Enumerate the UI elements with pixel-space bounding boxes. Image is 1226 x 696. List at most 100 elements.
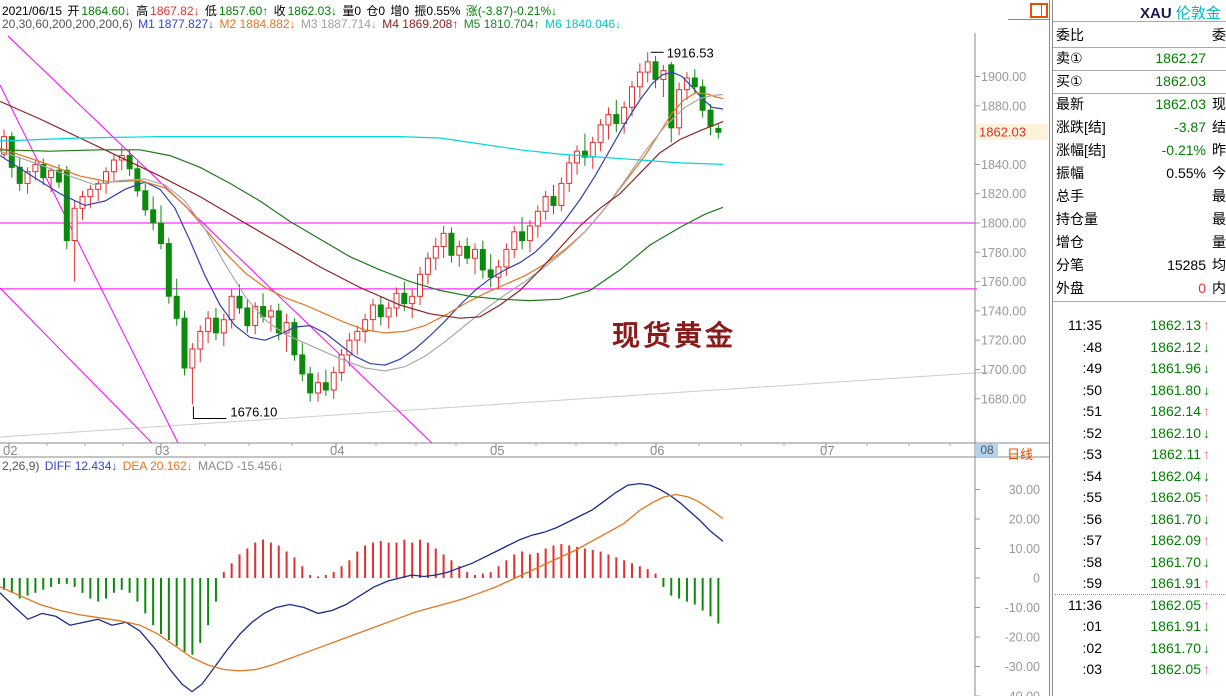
quote-extra-label: 最	[1212, 211, 1226, 227]
tick-row: :49 1861.96 ↓	[1053, 358, 1226, 379]
ma-line-M3	[0, 93, 724, 372]
quote-row-10: 分笔 15285 均	[1053, 254, 1226, 277]
macd-tick: -20.00	[1005, 631, 1040, 645]
quote-value: -3.87	[1174, 119, 1206, 135]
trend-line	[7, 35, 433, 444]
quote-row-4: 涨跌[结] -3.87 结	[1053, 116, 1226, 139]
ma-seg: M6 1840.046↓	[545, 17, 622, 31]
quote-row-7: 总手 最	[1053, 185, 1226, 208]
price-tick: 1780.00	[981, 246, 1026, 260]
watermark: 现货黄金	[612, 319, 736, 351]
quote-row-5: 涨幅[结] -0.21% 昨	[1053, 139, 1226, 162]
candlestick	[464, 245, 471, 259]
tick-row: :48 1862.12 ↓	[1053, 337, 1226, 358]
quote-extra-label: 均	[1212, 257, 1226, 273]
tick-time: 11:35	[1068, 317, 1102, 333]
tick-price: 1862.09	[1150, 532, 1201, 548]
tick-time: :58	[1082, 553, 1102, 570]
quote-label: 持仓量	[1056, 211, 1098, 227]
candlestick	[715, 127, 722, 133]
tick-row: :52 1862.10 ↓	[1053, 423, 1226, 444]
ma-line-M4	[0, 100, 724, 319]
ma-line-M2	[0, 91, 724, 334]
main-chart-svg[interactable]: 现货黄金 1916.53 1676.10 1900.00 1880.00 1840.00 1…	[0, 0, 1052, 696]
price-tick: 1700.00	[981, 363, 1026, 377]
tick-price: 1862.11	[1151, 446, 1201, 462]
tick-time: :52	[1082, 424, 1102, 441]
ma-seg: 20,30,60,200,200,200,6)	[2, 17, 137, 31]
candlestick	[644, 61, 651, 73]
ohlc-seg: 涨(-3.87)-0.21%↓	[465, 4, 558, 18]
tick-price: 1861.91	[1150, 575, 1201, 591]
quote-extra-label: 最	[1212, 188, 1226, 204]
ma-seg: M4 1869.208↑	[382, 17, 462, 31]
candlestick	[589, 141, 596, 158]
ohlc-seg: 1857.60↑	[218, 4, 272, 18]
window-split-icon[interactable]	[1030, 3, 1049, 18]
arrow-down-icon: ↓	[1203, 467, 1210, 484]
quote-label: 买①	[1056, 73, 1083, 89]
tick-price: 1862.10	[1150, 424, 1201, 441]
tick-price: 1862.05	[1150, 661, 1201, 677]
tick-price: 1861.96	[1150, 360, 1201, 376]
ma-line-M6	[0, 136, 724, 165]
ma-line-M5	[0, 149, 724, 302]
tick-price: 1862.04	[1150, 467, 1201, 484]
candlestick	[267, 310, 274, 318]
ma-seg: M1 1877.827↓	[138, 17, 218, 31]
symbol-market: 伦敦金	[1175, 5, 1221, 20]
tick-price: 1861.70	[1150, 553, 1201, 570]
price-tick: 1800.00	[981, 217, 1026, 231]
quote-value: -0.21%	[1161, 142, 1206, 158]
quote-value[interactable]: 1862.27	[1155, 50, 1206, 66]
tick-row: :57 1862.09 ↑	[1053, 530, 1226, 551]
quote-label: 委比	[1056, 27, 1084, 43]
candlestick	[636, 71, 643, 88]
ma-line-M1	[0, 71, 724, 366]
quote-extra-label: 委	[1212, 27, 1226, 43]
candlestick	[63, 169, 70, 242]
quote-value[interactable]: 1862.03	[1155, 73, 1206, 89]
tick-price: 1861.70	[1150, 639, 1201, 656]
price-tick: 1840.00	[981, 158, 1026, 172]
macd-tick: 30.00	[1009, 483, 1040, 497]
quote-label: 涨跌[结]	[1056, 119, 1106, 135]
ohlc-seg: 收	[273, 4, 286, 18]
candlestick	[142, 190, 149, 211]
macd-tick: -10.00	[1005, 601, 1040, 615]
arrow-down-icon: ↓	[1203, 338, 1210, 355]
candlestick	[165, 243, 172, 297]
arrow-up-icon: ↑	[1203, 403, 1210, 419]
tick-time: 11:36	[1068, 596, 1102, 613]
quote-label: 总手	[1056, 188, 1084, 204]
period-selector[interactable]: 日线	[1007, 447, 1034, 462]
macd-header: 2,26,9) DIFF 12.434↓ DEA 20.162↓ MACD -1…	[2, 459, 286, 473]
trend-line	[0, 287, 153, 444]
candlestick	[526, 225, 533, 242]
candlestick	[220, 319, 227, 334]
quote-label: 涨幅[结]	[1056, 142, 1106, 158]
candlestick	[542, 196, 549, 212]
candlestick	[424, 257, 431, 275]
candlestick	[401, 292, 408, 305]
tick-row: :53 1862.11 ↑	[1053, 444, 1226, 465]
candlestick	[487, 269, 494, 278]
tick-time: :53	[1082, 446, 1102, 462]
candlestick	[158, 222, 164, 244]
candlestick	[40, 163, 47, 179]
tick-price: 1862.12	[1150, 338, 1201, 355]
quote-label: 卖①	[1056, 50, 1083, 66]
candlestick	[346, 339, 353, 356]
candlestick	[519, 231, 526, 242]
arrow-down-icon: ↓	[1203, 618, 1210, 634]
ohlc-header: 2021/06/15 开 1864.60↓ 高 1867.82↓ 低 1857.60↑…	[2, 2, 559, 19]
arrow-up-icon: ↑	[1203, 596, 1210, 613]
candlestick	[1, 136, 7, 155]
tick-row: :56 1861.70 ↓	[1053, 509, 1226, 530]
split-right-pane-icon	[1041, 3, 1048, 18]
quote-extra-label: 现	[1212, 96, 1226, 112]
quote-label: 增仓	[1056, 234, 1084, 250]
quote-value: 0.55%	[1166, 165, 1206, 181]
quote-extra-label: 结	[1212, 119, 1226, 135]
quote-label: 振幅	[1056, 165, 1084, 181]
